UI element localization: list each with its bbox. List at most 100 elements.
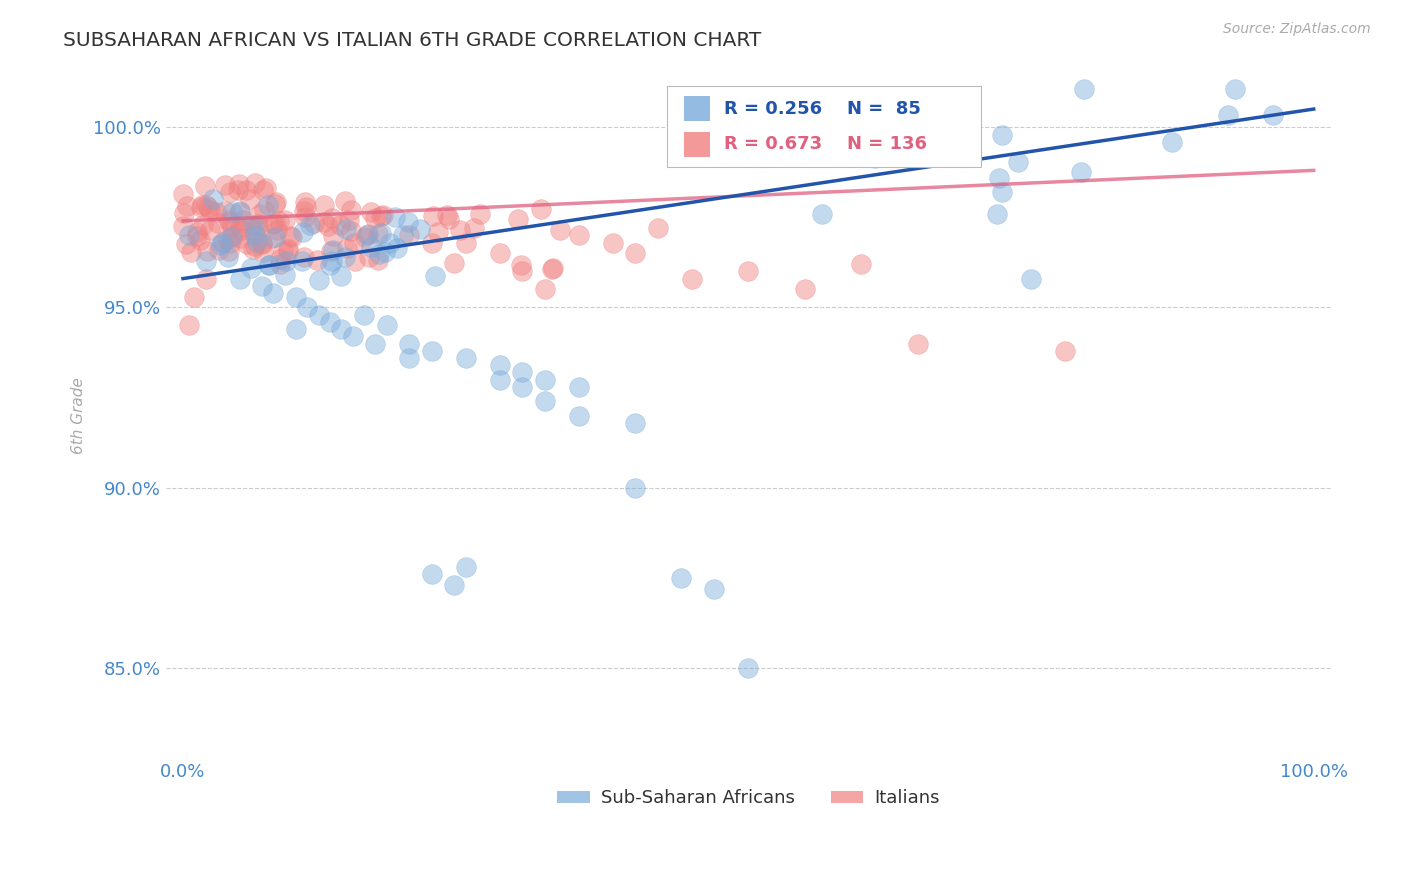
Point: [294, 195, 316, 210]
Point: [228, 177, 250, 191]
Point: [254, 181, 277, 195]
Point: [297, 301, 319, 315]
Point: [249, 207, 271, 221]
Point: [247, 217, 270, 231]
Point: [262, 231, 284, 245]
Point: [508, 212, 530, 227]
Point: [269, 257, 291, 271]
Point: [793, 282, 815, 296]
Point: [737, 661, 759, 675]
Point: [172, 187, 194, 202]
Point: [541, 261, 564, 276]
Text: N =  85: N = 85: [848, 100, 921, 118]
Point: [180, 244, 202, 259]
Point: [1053, 343, 1076, 358]
Point: [374, 244, 396, 259]
Point: [541, 261, 564, 276]
Point: [624, 416, 647, 430]
Point: [278, 229, 301, 244]
Point: [271, 244, 294, 258]
Point: [252, 245, 274, 260]
Point: [202, 193, 225, 207]
Point: [285, 290, 308, 304]
Point: [176, 198, 198, 212]
Point: [335, 221, 357, 235]
Point: [391, 227, 413, 242]
Point: [449, 223, 471, 237]
Point: [173, 206, 195, 220]
Point: [208, 238, 231, 252]
Point: [396, 214, 419, 228]
Point: [385, 241, 408, 255]
Point: [218, 186, 240, 200]
Point: [360, 204, 382, 219]
Point: [177, 228, 200, 243]
Point: [214, 178, 236, 193]
Point: [353, 308, 375, 322]
Y-axis label: 6th Grade: 6th Grade: [72, 377, 86, 454]
Point: [264, 194, 287, 209]
Point: [250, 235, 273, 250]
Point: [425, 269, 447, 284]
Point: [463, 221, 485, 235]
Point: [568, 409, 591, 423]
Point: [235, 183, 257, 197]
Point: [294, 200, 316, 214]
Point: [246, 219, 269, 233]
Point: [398, 228, 420, 243]
Point: [228, 271, 250, 285]
Text: SUBSAHARAN AFRICAN VS ITALIAN 6TH GRADE CORRELATION CHART: SUBSAHARAN AFRICAN VS ITALIAN 6TH GRADE …: [63, 31, 762, 50]
FancyBboxPatch shape: [685, 132, 710, 156]
Point: [208, 244, 231, 258]
Text: R = 0.673: R = 0.673: [724, 136, 823, 153]
Point: [370, 227, 392, 241]
Point: [339, 224, 361, 238]
Point: [229, 203, 252, 218]
Point: [219, 230, 242, 244]
Point: [274, 268, 297, 282]
Point: [276, 254, 298, 268]
Point: [342, 329, 364, 343]
Point: [991, 185, 1014, 199]
Point: [299, 219, 322, 233]
Point: [669, 571, 692, 585]
Point: [319, 315, 342, 329]
Point: [510, 264, 533, 278]
Point: [398, 351, 420, 365]
Point: [336, 241, 359, 255]
Point: [488, 246, 510, 260]
Point: [243, 218, 266, 232]
Point: [534, 394, 557, 409]
Point: [205, 205, 228, 219]
Point: [454, 235, 477, 250]
Point: [321, 253, 343, 268]
Point: [236, 237, 259, 252]
Point: [229, 205, 252, 219]
Point: [312, 198, 335, 212]
Point: [343, 235, 366, 250]
Point: [217, 250, 239, 264]
Point: [624, 246, 647, 260]
Point: [364, 336, 387, 351]
Point: [426, 225, 449, 239]
Point: [907, 336, 929, 351]
Point: [991, 128, 1014, 142]
Point: [277, 244, 299, 258]
Point: [281, 230, 304, 244]
Point: [217, 232, 239, 246]
Point: [186, 229, 208, 244]
Point: [190, 200, 212, 214]
Point: [368, 247, 391, 261]
Point: [420, 567, 443, 582]
Point: [257, 258, 280, 272]
Point: [384, 211, 406, 225]
Point: [257, 198, 280, 212]
Point: [367, 253, 389, 268]
Point: [863, 151, 886, 165]
Point: [375, 318, 398, 333]
Point: [264, 197, 287, 211]
Point: [198, 223, 221, 237]
Point: [245, 227, 267, 242]
Point: [420, 343, 443, 358]
Point: [436, 208, 458, 222]
